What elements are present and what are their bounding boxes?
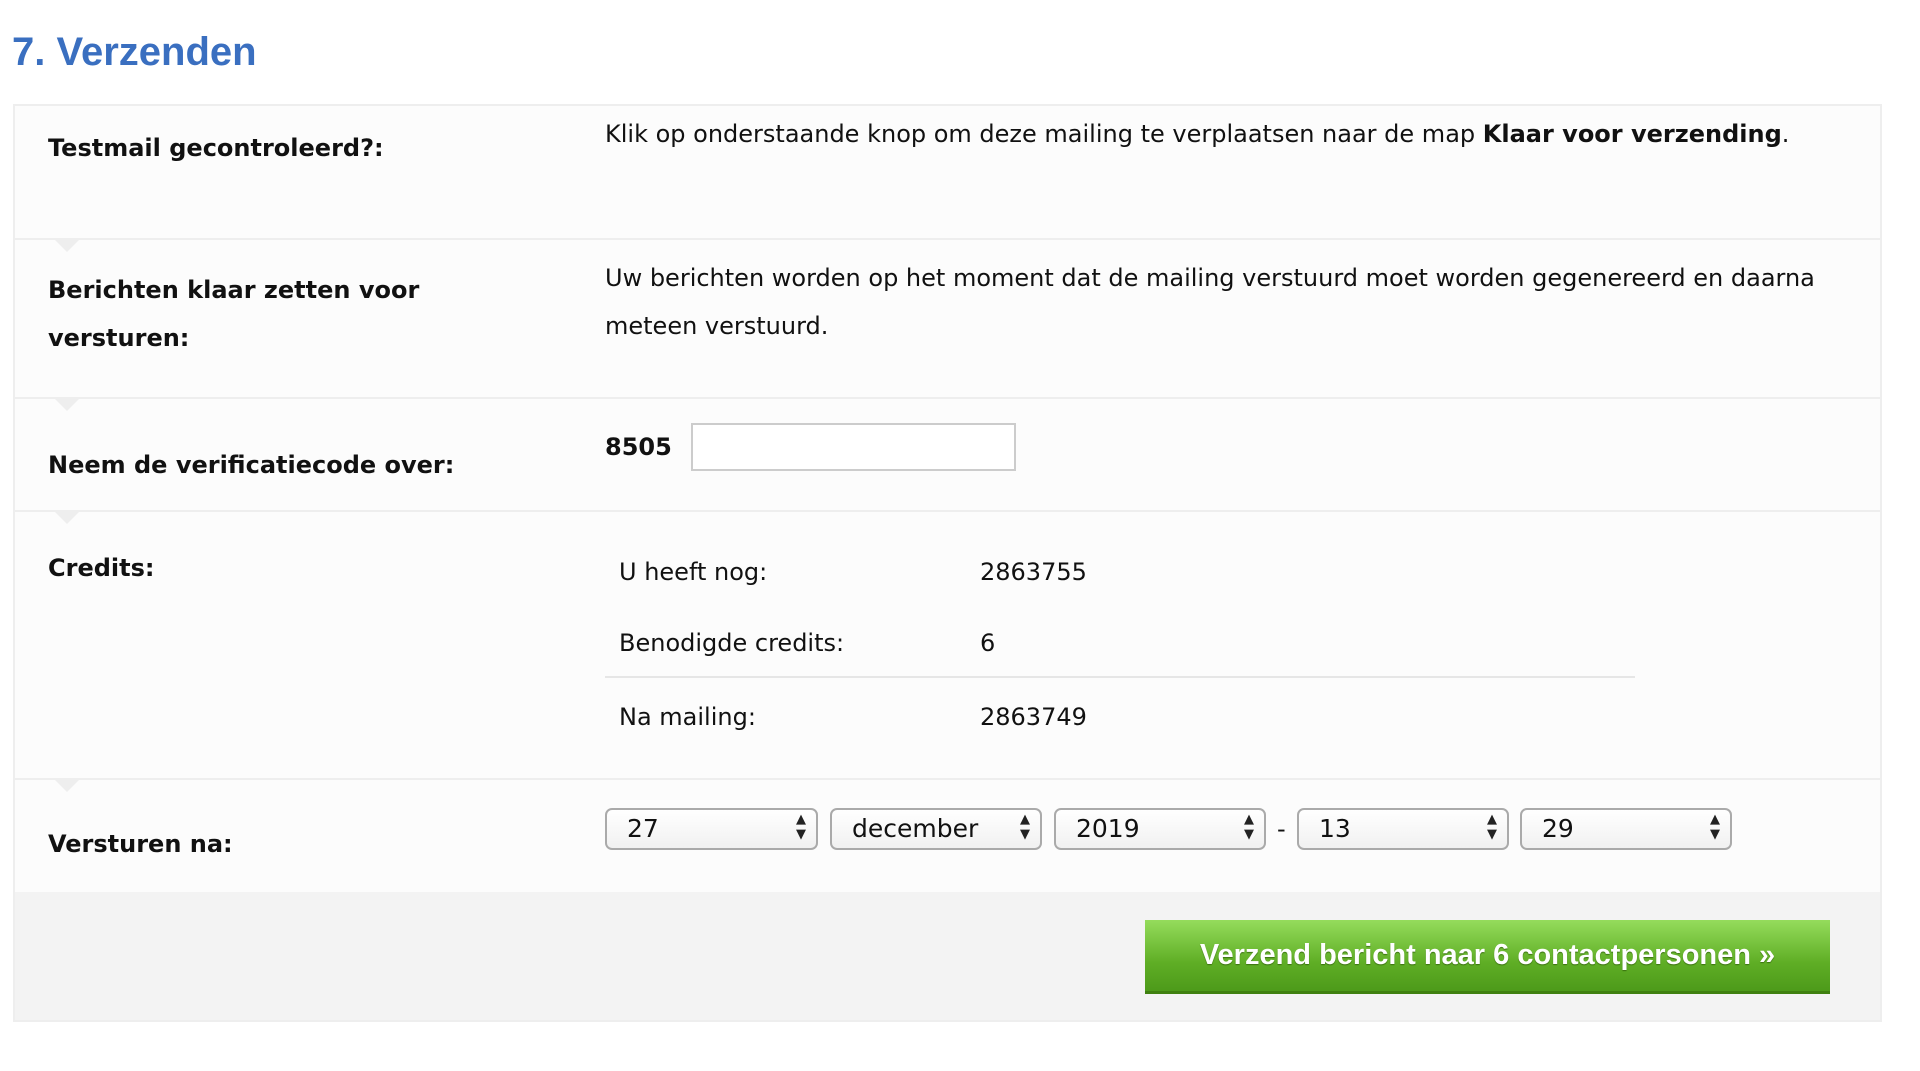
verification-label: Neem de verificatiecode over: — [48, 451, 455, 479]
credits-label: Credits: — [48, 554, 155, 582]
row-testmail: Testmail gecontroleerd?: Klik op onderst… — [15, 106, 1880, 252]
month-value: december — [852, 814, 979, 843]
verification-code-input[interactable] — [691, 423, 1016, 471]
hour-value: 13 — [1319, 814, 1351, 843]
testmail-text-end: . — [1781, 120, 1790, 148]
month-select[interactable]: december ▲ ▼ — [830, 808, 1042, 850]
minute-select[interactable]: 29 ▲ ▼ — [1520, 808, 1732, 850]
minute-value: 29 — [1542, 814, 1574, 843]
row-divider-notch — [55, 399, 79, 411]
updown-arrows-icon: ▲ ▼ — [1244, 812, 1254, 842]
panel-footer: Verzend bericht naar 6 contactpersonen » — [15, 892, 1880, 1020]
page-title: 7. Verzenden — [12, 30, 257, 74]
credits-key: Benodigde credits: — [619, 629, 845, 657]
send-panel: Testmail gecontroleerd?: Klik op onderst… — [13, 104, 1882, 1022]
credits-value: 2863749 — [980, 703, 1087, 731]
time-separator: - — [1277, 815, 1286, 843]
prepare-text: Uw berichten worden op het moment dat de… — [605, 264, 1815, 340]
credits-value: 2863755 — [980, 558, 1087, 586]
testmail-label: Testmail gecontroleerd?: — [48, 134, 384, 162]
credits-key: Na mailing: — [619, 703, 756, 731]
updown-arrows-icon: ▲ ▼ — [1487, 812, 1497, 842]
row-send-after: Versturen na: 27 ▲ ▼ december ▲ ▼ 2019 ▲ ▼ - 1… — [15, 780, 1880, 892]
row-prepare: Berichten klaar zetten voor versturen: U… — [15, 240, 1880, 411]
credits-row: U heeft nog: 2863755 — [605, 542, 1635, 602]
send-message-button[interactable]: Verzend bericht naar 6 contactpersonen » — [1145, 920, 1830, 994]
year-value: 2019 — [1076, 814, 1140, 843]
day-select[interactable]: 27 ▲ ▼ — [605, 808, 818, 850]
testmail-text: Klik op onderstaande knop om deze mailin… — [605, 110, 1820, 158]
hour-select[interactable]: 13 ▲ ▼ — [1297, 808, 1509, 850]
year-select[interactable]: 2019 ▲ ▼ — [1054, 808, 1266, 850]
updown-arrows-icon: ▲ ▼ — [796, 812, 806, 842]
credits-divider — [605, 676, 1635, 678]
testmail-text-main: Klik op onderstaande knop om deze mailin… — [605, 120, 1483, 148]
row-divider-notch — [55, 240, 79, 252]
row-verification: Neem de verificatiecode over: 8505 — [15, 399, 1880, 524]
credits-row: Benodigde credits: 6 — [605, 613, 1635, 673]
credits-value: 6 — [980, 629, 996, 657]
updown-arrows-icon: ▲ ▼ — [1020, 812, 1030, 842]
updown-arrows-icon: ▲ ▼ — [1710, 812, 1720, 842]
folder-name: Klaar voor verzending — [1482, 120, 1782, 148]
row-divider-notch — [55, 512, 79, 524]
verification-code: 8505 — [605, 433, 672, 461]
credits-row: Na mailing: 2863749 — [605, 687, 1635, 747]
prepare-label: Berichten klaar zetten voor versturen: — [48, 276, 420, 352]
row-divider-notch — [55, 780, 79, 792]
send-after-label: Versturen na: — [48, 830, 233, 858]
credits-key: U heeft nog: — [619, 558, 768, 586]
day-value: 27 — [627, 814, 659, 843]
row-credits: Credits: U heeft nog: 2863755 Benodigde c… — [15, 512, 1880, 792]
